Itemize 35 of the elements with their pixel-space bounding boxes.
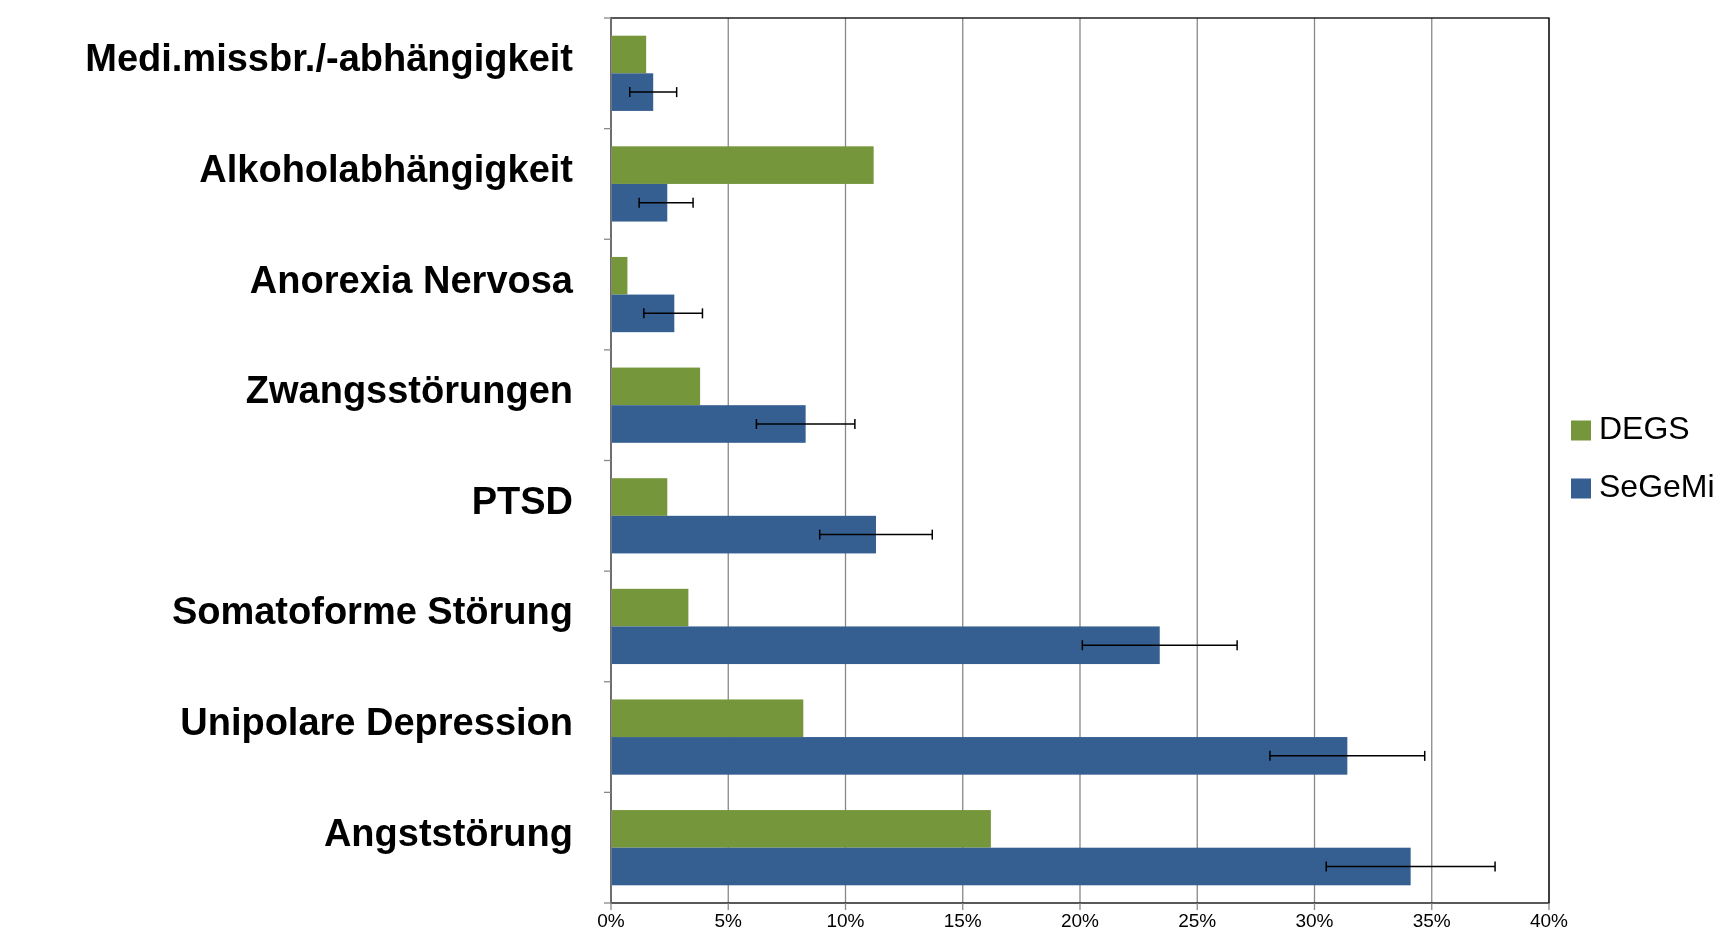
bar: [611, 367, 701, 406]
y-tick-label: Unipolare Depression: [180, 701, 573, 744]
x-tick-label: 5%: [714, 910, 743, 931]
x-tick-label: 40%: [1529, 910, 1569, 931]
bar: [611, 478, 668, 516]
y-tick-label: PTSD: [471, 479, 573, 522]
bar: [611, 146, 874, 184]
bar: [611, 294, 675, 333]
bar: [611, 405, 806, 443]
bar: [611, 515, 876, 554]
y-tick-label: Somatoforme Störung: [171, 590, 573, 633]
x-tick-label: 0%: [597, 910, 625, 931]
bar: [611, 183, 668, 222]
bar: [611, 256, 628, 295]
x-tick-label: 15%: [943, 910, 982, 931]
bar: [611, 626, 1160, 665]
bar: [611, 699, 804, 738]
legend-label: SeGeMi: [1599, 467, 1715, 504]
bar: [611, 810, 991, 848]
bar: [611, 737, 1348, 775]
y-tick-label: Alkoholabhängigkeit: [199, 147, 574, 190]
x-tick-label: 20%: [1060, 910, 1100, 931]
x-tick-label: 25%: [1178, 910, 1217, 931]
x-tick-label: 35%: [1412, 910, 1451, 931]
x-tick-label: 10%: [826, 910, 865, 931]
bar: [611, 73, 654, 111]
bar: [611, 847, 1411, 886]
bar: [611, 35, 647, 74]
y-tick-label: Zwangsstörungen: [245, 369, 573, 412]
legend-label: DEGS: [1599, 409, 1690, 446]
y-tick-label: Medi.missbr./-abhängigkeit: [85, 37, 574, 80]
y-tick-label: Angststörung: [323, 811, 573, 854]
y-tick-label: Anorexia Nervosa: [249, 258, 574, 301]
x-tick-label: 30%: [1295, 910, 1334, 931]
bar: [611, 588, 689, 627]
